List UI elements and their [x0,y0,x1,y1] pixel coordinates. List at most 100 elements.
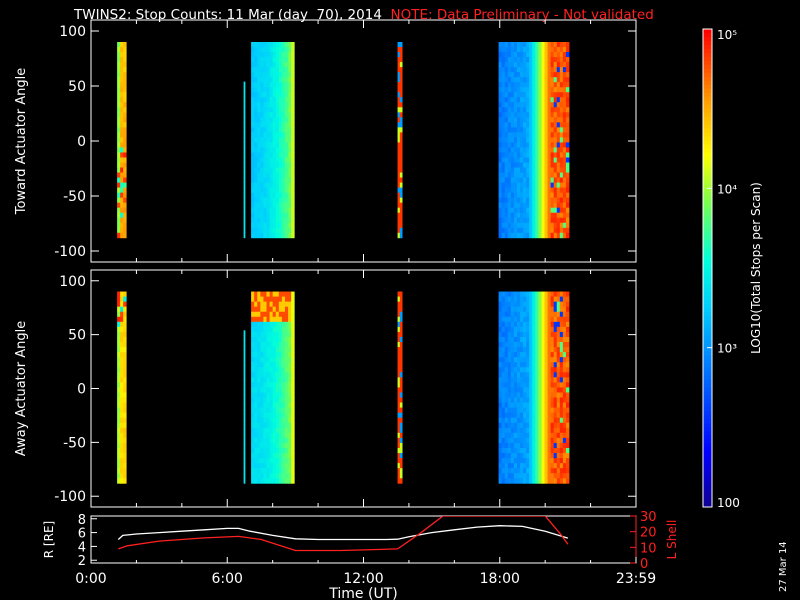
heatmap-cell [529,212,533,219]
heatmap-cell [535,357,539,363]
heatmap-cell [556,311,561,318]
heatmap-cell [284,207,289,214]
heatmap-cell [526,72,530,78]
heatmap-cell [254,77,258,83]
heatmap-cell [251,167,255,173]
heatmap-cell [501,172,506,178]
toward-block-1 [243,81,246,239]
heatmap-cell [272,62,277,68]
heatmap-cell [281,447,286,454]
heatmap-cell [504,432,509,439]
heatmap-cell [541,127,545,133]
heatmap-cell [538,362,542,368]
heatmap-cell [513,107,518,113]
heatmap-cell [284,97,289,103]
heatmap-cell [498,336,503,343]
heatmap-cell [529,187,533,194]
heatmap-cell [529,52,533,58]
heatmap-cell [559,437,564,444]
heatmap-cell [513,392,518,398]
heatmap-cell [263,147,267,153]
heatmap-cell [504,417,509,424]
heatmap-cell [513,172,518,178]
heatmap-cell [117,202,121,209]
heatmap-cell [547,97,552,103]
heatmap-cell [526,157,530,163]
heatmap-cell [535,52,539,58]
heatmap-cell [504,42,509,48]
heatmap-cell [243,217,246,224]
heatmap-cell [288,397,292,403]
heatmap-cell [513,122,518,128]
colorbar-cell [703,172,712,177]
heatmap-cell [529,372,533,378]
heatmap-cell [501,352,506,358]
heatmap-cell [553,107,558,113]
heatmap-cell [243,86,246,93]
heatmap-cell [397,468,401,474]
heatmap-cell [538,442,542,449]
heatmap-cell [513,167,518,173]
heatmap-cell [565,402,570,409]
heatmap-cell [544,42,548,48]
heatmap-cell [260,458,264,464]
heatmap-cell [275,357,280,363]
heatmap-cell [260,162,264,168]
heatmap-cell [278,437,283,444]
heatmap-cell [272,92,277,98]
heatmap-cell [399,342,403,348]
heatmap-cell [556,132,561,138]
heatmap-cell [547,52,552,58]
heatmap-cell [541,296,545,303]
heatmap-cell [117,397,121,403]
heatmap-cell [541,147,545,153]
heatmap-cell [550,197,555,204]
heatmap-cell [117,407,121,414]
heatmap-cell [288,57,292,63]
heatmap-cell [275,187,280,194]
heatmap-cell [275,352,280,358]
away-block-3 [397,291,403,484]
heatmap-cell [243,399,246,405]
heatmap-cell [284,387,289,393]
heatmap-cell [278,387,283,393]
heatmap-cell [523,336,527,343]
heatmap-cell [260,306,264,313]
heatmap-cell [278,192,283,199]
heatmap-cell [562,77,567,83]
heatmap-cell [547,453,552,459]
heatmap-cell [541,77,545,83]
heatmap-cell [399,167,403,173]
heatmap-cell [291,372,295,378]
heatmap-cell [117,232,121,239]
colorbar-cell [703,355,712,361]
heatmap-cell [559,342,564,348]
heatmap-cell [520,192,524,199]
heatmap-cell [544,301,548,308]
heatmap-cell [523,342,527,348]
heatmap-cell [260,212,264,219]
heatmap-cell [272,57,277,63]
heatmap-cell [513,117,518,123]
heatmap-cell [498,397,503,403]
heatmap-cell [526,427,530,434]
heatmap-cell [516,157,521,163]
heatmap-cell [520,227,524,234]
heatmap-cell [550,372,555,378]
heatmap-cell [501,321,506,328]
heatmap-cell [520,107,524,113]
heatmap-cell [562,321,567,328]
heatmap-cell [288,117,292,123]
heatmap-cell [513,301,518,308]
heatmap-cell [498,82,503,88]
heatmap-cell [526,102,530,108]
heatmap-cell [288,42,292,48]
heatmap-cell [529,102,533,108]
heatmap-cell [243,384,246,390]
heatmap-cell [513,217,518,224]
heatmap-cell [117,97,121,103]
heatmap-cell [562,402,567,409]
heatmap-cell [523,102,527,108]
heatmap-cell [278,442,283,449]
heatmap-cell [526,417,530,424]
